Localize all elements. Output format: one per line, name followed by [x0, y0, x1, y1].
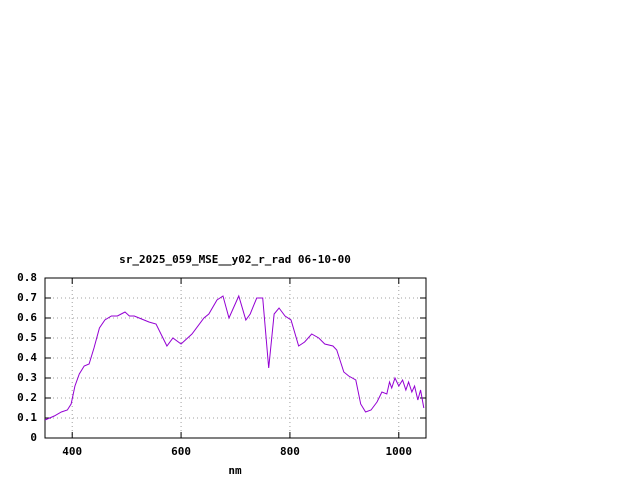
y-tick-label: 0.3 [17, 371, 37, 384]
y-tick-label: 0.6 [17, 311, 37, 324]
x-tick-label: 1000 [386, 445, 413, 458]
y-tick-label: 0 [30, 431, 37, 444]
y-tick-label: 0.5 [17, 331, 37, 344]
x-axis-label: nm [228, 464, 242, 477]
x-tick-label: 600 [171, 445, 191, 458]
y-tick-label: 0.1 [17, 411, 37, 424]
y-tick-label: 0.7 [17, 291, 37, 304]
chart-title: sr_2025_059_MSE__y02_r_rad 06-10-00 [119, 253, 351, 266]
plot-border [44, 277, 427, 439]
x-tick-label: 400 [62, 445, 82, 458]
y-tick-label: 0.8 [17, 271, 37, 284]
data-line [44, 294, 425, 421]
x-tick-label: 800 [280, 445, 300, 458]
y-tick-label: 0.4 [17, 351, 37, 364]
y-tick-label: 0.2 [17, 391, 37, 404]
